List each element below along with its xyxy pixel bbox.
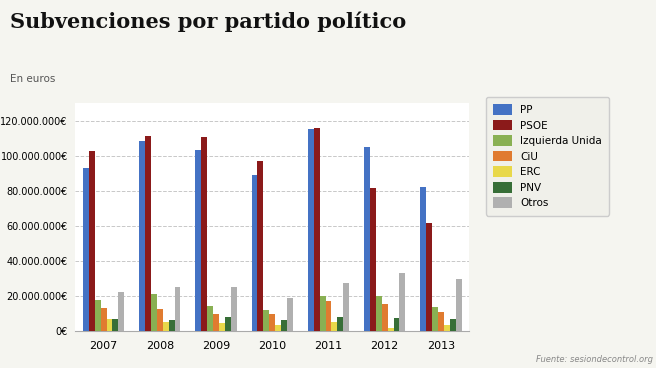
- Bar: [157, 309, 163, 331]
- Bar: [195, 151, 201, 331]
- Bar: [201, 137, 207, 331]
- Bar: [287, 298, 293, 331]
- Bar: [400, 273, 405, 331]
- Bar: [251, 175, 257, 331]
- Bar: [100, 308, 106, 331]
- Bar: [370, 188, 376, 331]
- Bar: [263, 310, 269, 331]
- Bar: [444, 325, 450, 331]
- Bar: [319, 296, 325, 331]
- Bar: [225, 317, 231, 331]
- Bar: [308, 130, 314, 331]
- Bar: [388, 328, 394, 331]
- Bar: [83, 168, 89, 331]
- Bar: [325, 301, 331, 331]
- Bar: [118, 292, 124, 331]
- Bar: [269, 314, 275, 331]
- Bar: [257, 161, 263, 331]
- Bar: [450, 319, 456, 331]
- Bar: [314, 128, 319, 331]
- Bar: [145, 135, 151, 331]
- Bar: [281, 320, 287, 331]
- Bar: [343, 283, 349, 331]
- Bar: [337, 317, 343, 331]
- Bar: [426, 223, 432, 331]
- Bar: [219, 323, 225, 331]
- Text: Fuente: sesiondecontrol.org: Fuente: sesiondecontrol.org: [536, 355, 653, 364]
- Text: En euros: En euros: [10, 74, 55, 84]
- Bar: [420, 187, 426, 331]
- Bar: [169, 320, 174, 331]
- Bar: [139, 141, 145, 331]
- Bar: [438, 312, 444, 331]
- Bar: [112, 319, 118, 331]
- Bar: [394, 318, 400, 331]
- Bar: [213, 314, 219, 331]
- Bar: [231, 287, 237, 331]
- Bar: [163, 322, 169, 331]
- Text: Subvenciones por partido político: Subvenciones por partido político: [10, 11, 406, 32]
- Bar: [331, 322, 337, 331]
- Bar: [94, 301, 100, 331]
- Bar: [275, 325, 281, 331]
- Bar: [89, 151, 94, 331]
- Bar: [106, 319, 112, 331]
- Bar: [364, 147, 370, 331]
- Bar: [376, 296, 382, 331]
- Bar: [151, 294, 157, 331]
- Bar: [174, 287, 180, 331]
- Bar: [432, 307, 438, 331]
- Bar: [382, 304, 388, 331]
- Legend: PP, PSOE, Izquierda Unida, CiU, ERC, PNV, Otros: PP, PSOE, Izquierda Unida, CiU, ERC, PNV…: [486, 97, 609, 216]
- Bar: [456, 279, 462, 331]
- Bar: [207, 306, 213, 331]
